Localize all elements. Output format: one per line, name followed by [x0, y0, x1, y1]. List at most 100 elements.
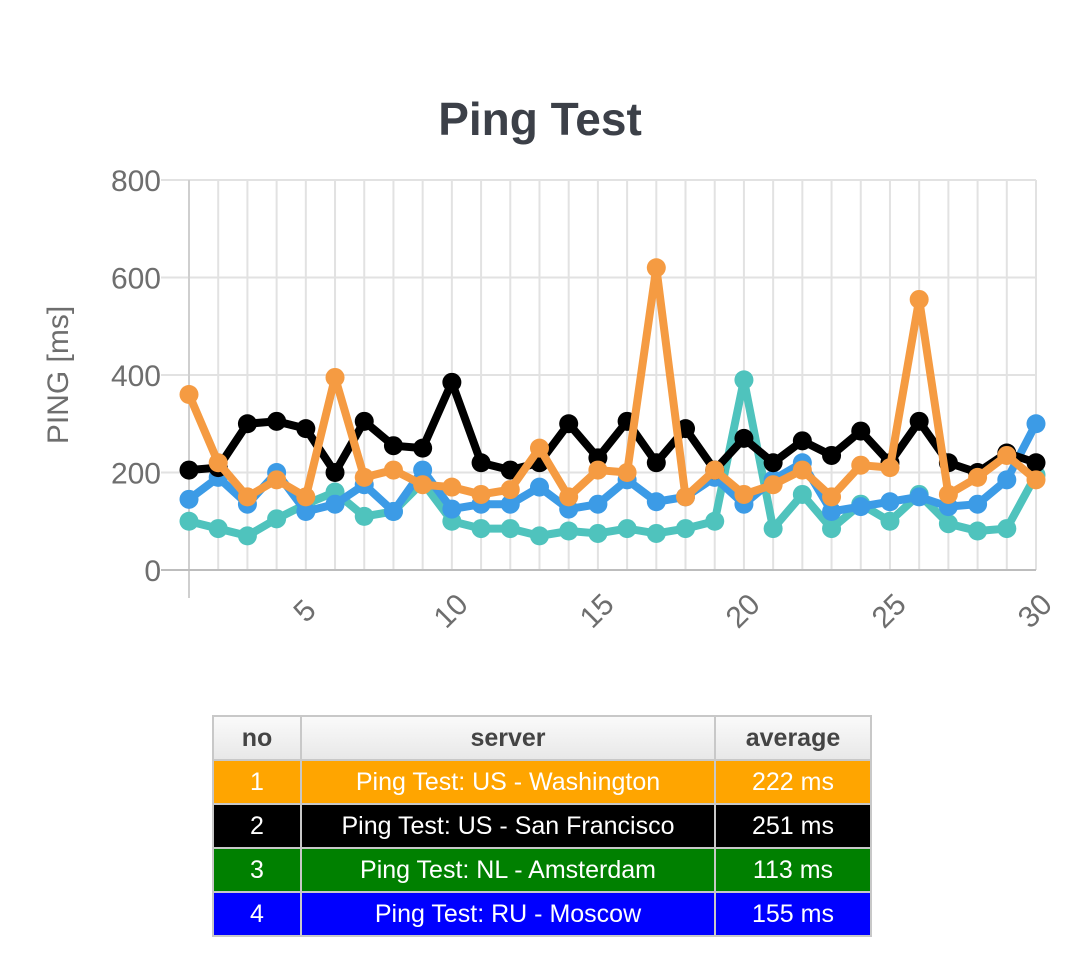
data-point — [1026, 453, 1046, 473]
chart-axes: 0 200 400 600 800 5 10 15 20 25 30 — [111, 165, 1059, 635]
data-point — [237, 487, 257, 507]
y-tick-label: 0 — [144, 555, 161, 588]
data-point — [676, 487, 696, 507]
data-point — [938, 514, 958, 534]
ping-summary-table: no server average 1 Ping Test: US - Wash… — [212, 715, 872, 937]
x-tick-label: 20 — [720, 588, 767, 635]
data-point — [237, 414, 257, 434]
data-point — [646, 492, 666, 512]
data-point — [880, 492, 900, 512]
data-point — [617, 463, 637, 482]
row-average: 222 ms — [714, 759, 872, 805]
y-tick-label: 400 — [111, 360, 161, 393]
series-line — [185, 263, 1040, 501]
data-point — [442, 477, 462, 497]
data-point — [559, 521, 579, 541]
row-average: 251 ms — [714, 803, 872, 849]
data-point — [529, 526, 549, 546]
row-no: 1 — [212, 759, 302, 805]
row-no: 3 — [212, 847, 302, 893]
data-point — [792, 460, 812, 480]
data-point — [471, 453, 491, 473]
data-point — [588, 523, 608, 543]
data-point — [559, 487, 579, 507]
data-point — [500, 460, 520, 480]
data-point — [705, 511, 725, 531]
series-group — [179, 258, 1046, 507]
data-point — [968, 467, 988, 487]
data-point — [237, 526, 257, 546]
data-point — [325, 463, 345, 482]
table-row: 2 Ping Test: US - San Francisco 251 ms — [212, 803, 872, 849]
data-point — [968, 494, 988, 514]
data-point — [1026, 414, 1046, 434]
y-axis-label: PING [ms] — [42, 306, 75, 444]
data-point — [267, 411, 287, 431]
table-row: 3 Ping Test: NL - Amsterdam 113 ms — [212, 847, 872, 893]
data-point — [267, 470, 287, 490]
row-average: 155 ms — [714, 891, 872, 937]
data-point — [822, 445, 842, 465]
header-average: average — [714, 715, 872, 761]
table-row: 4 Ping Test: RU - Moscow 155 ms — [212, 891, 872, 937]
data-point — [208, 453, 228, 473]
data-point — [529, 438, 549, 458]
header-no: no — [212, 715, 302, 761]
data-point — [617, 519, 637, 539]
data-point — [296, 502, 316, 521]
row-server: Ping Test: NL - Amsterdam — [300, 847, 716, 893]
data-point — [1026, 470, 1046, 490]
row-server: Ping Test: US - San Francisco — [300, 803, 716, 849]
data-point — [267, 509, 287, 529]
data-point — [179, 511, 199, 531]
data-point — [500, 519, 520, 539]
data-point — [646, 453, 666, 473]
y-tick-label: 800 — [111, 165, 161, 198]
data-point — [997, 519, 1017, 539]
data-point — [705, 460, 725, 480]
data-point — [179, 489, 199, 509]
data-point — [442, 499, 462, 519]
row-no: 4 — [212, 891, 302, 937]
data-point — [822, 487, 842, 507]
data-point — [968, 521, 988, 541]
data-point — [734, 428, 754, 448]
data-point — [413, 438, 433, 458]
row-server: Ping Test: RU - Moscow — [300, 891, 716, 937]
data-point — [559, 414, 579, 434]
data-point — [763, 519, 783, 539]
data-point — [471, 519, 491, 539]
data-point — [822, 502, 842, 521]
data-point — [471, 484, 491, 504]
data-point — [354, 506, 374, 526]
data-point — [500, 480, 520, 500]
data-point — [851, 497, 871, 517]
header-server: server — [300, 715, 716, 761]
data-point — [734, 484, 754, 504]
data-point — [646, 523, 666, 543]
data-point — [792, 431, 812, 451]
table-row: 1 Ping Test: US - Washington 222 ms — [212, 759, 872, 805]
data-point — [383, 460, 403, 480]
y-tick-label: 200 — [111, 458, 161, 491]
data-point — [909, 411, 929, 431]
data-point — [296, 419, 316, 439]
row-no: 2 — [212, 803, 302, 849]
ping-chart: Ping Test 0 200 400 600 800 5 10 15 20 25 30 PING … — [42, 93, 1059, 635]
data-point — [646, 258, 666, 278]
data-point — [588, 460, 608, 480]
data-point — [997, 445, 1017, 465]
row-average: 113 ms — [714, 847, 872, 893]
data-point — [529, 477, 549, 497]
data-point — [792, 484, 812, 504]
chart-series — [179, 258, 1046, 546]
data-point — [851, 455, 871, 475]
data-point — [822, 519, 842, 539]
data-point — [763, 475, 783, 495]
data-point — [851, 421, 871, 441]
row-server: Ping Test: US - Washington — [300, 759, 716, 805]
chart-title: Ping Test — [438, 93, 642, 145]
data-point — [325, 494, 345, 514]
data-point — [354, 411, 374, 431]
data-point — [588, 494, 608, 514]
